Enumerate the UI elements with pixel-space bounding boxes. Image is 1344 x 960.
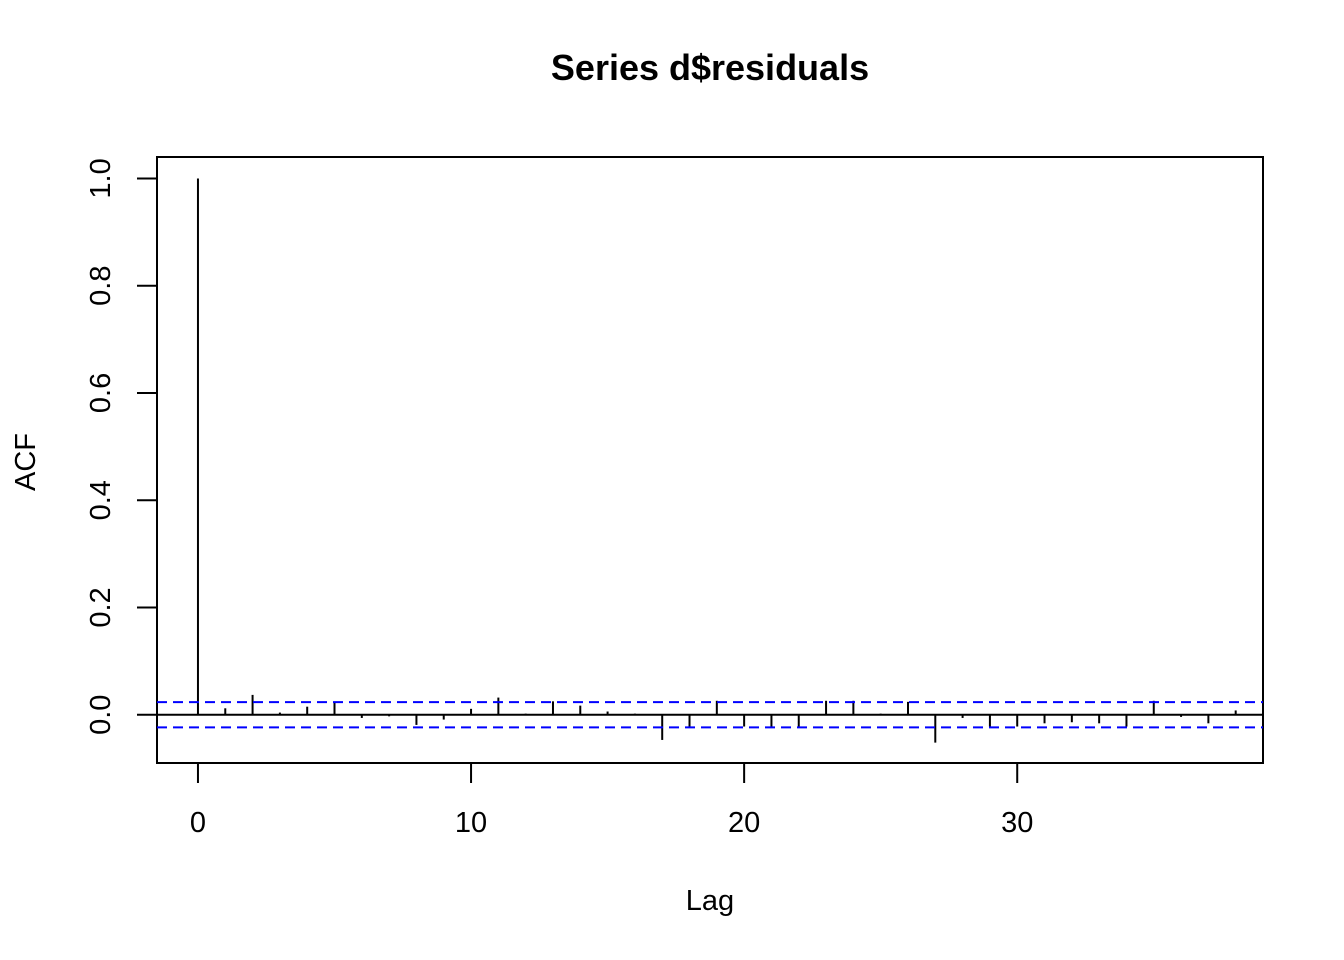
y-tick-label: 0.6 <box>85 373 117 413</box>
x-tick-label: 20 <box>728 807 760 839</box>
y-axis: 0.0 0.2 0.4 0.6 0.8 1.0 <box>85 158 158 735</box>
y-tick-label: 1.0 <box>85 158 117 198</box>
x-axis: 0 10 20 30 <box>190 762 1033 839</box>
y-tick-label: 0.0 <box>85 695 117 735</box>
x-axis-label: Lag <box>686 885 734 917</box>
acf-bars <box>196 178 1237 743</box>
x-tick-label: 0 <box>190 807 206 839</box>
y-tick-label: 0.4 <box>85 480 117 520</box>
chart-title: Series d$residuals <box>551 47 869 88</box>
x-tick-label: 30 <box>1001 807 1033 839</box>
y-tick-label: 0.8 <box>85 266 117 306</box>
y-axis-label: ACF <box>10 433 42 491</box>
y-tick-label: 0.2 <box>85 587 117 627</box>
plot-frame <box>156 156 1264 764</box>
x-tick-label: 10 <box>455 807 487 839</box>
